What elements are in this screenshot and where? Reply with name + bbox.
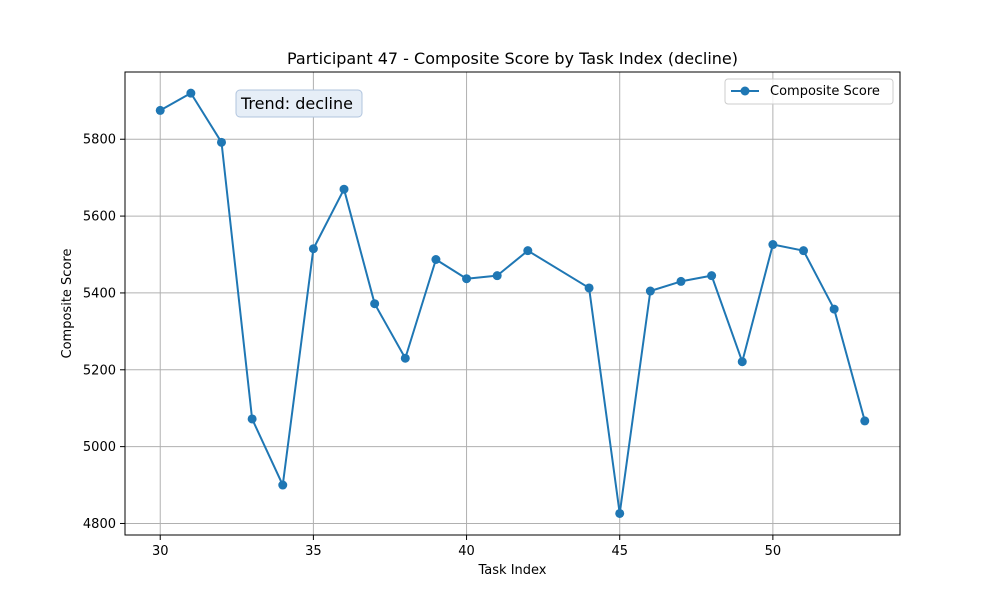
x-tick-label: 30: [152, 544, 169, 559]
chart-title: Participant 47 - Composite Score by Task…: [287, 49, 738, 68]
data-point: [615, 508, 625, 518]
grid: [125, 72, 900, 535]
data-point: [737, 357, 747, 367]
data-point: [860, 416, 870, 426]
data-point: [676, 276, 686, 286]
y-tick-label: 5000: [83, 440, 116, 455]
legend-marker-swatch: [740, 86, 750, 96]
data-point: [829, 304, 839, 314]
data-point: [799, 246, 809, 256]
data-point: [707, 271, 717, 281]
x-tick-label: 45: [611, 544, 628, 559]
data-point: [523, 246, 533, 256]
data-point: [339, 184, 349, 194]
data-point: [186, 88, 196, 98]
y-axis-label: Composite Score: [60, 249, 75, 359]
ticks: 30 35 40 45 50 4800 5000 5200 5400 5600 5800: [83, 133, 781, 559]
y-tick-label: 5800: [83, 133, 116, 148]
data-point: [370, 299, 380, 309]
data-point: [462, 274, 472, 284]
x-tick-label: 35: [305, 544, 322, 559]
x-axis-label: Task Index: [478, 563, 547, 578]
x-tick-label: 50: [765, 544, 782, 559]
y-tick-label: 5600: [83, 210, 116, 225]
legend: Composite Score: [724, 78, 894, 105]
data-point: [308, 244, 318, 254]
data-point: [155, 105, 165, 115]
data-point: [492, 271, 502, 281]
data-point: [768, 240, 778, 250]
data-point: [216, 137, 226, 147]
legend-entry-composite-score: Composite Score: [770, 84, 880, 99]
x-tick-label: 40: [458, 544, 475, 559]
plot-frame: [124, 71, 901, 536]
trend-annotation-text: Trend: decline: [240, 94, 353, 113]
trend-annotation: Trend: decline: [235, 89, 363, 118]
y-tick-label: 5400: [83, 286, 116, 301]
data-point: [247, 414, 257, 424]
y-tick-label: 5200: [83, 363, 116, 378]
series-layer: [155, 88, 870, 518]
data-point: [431, 255, 441, 265]
data-point: [400, 353, 410, 363]
y-tick-label: 4800: [83, 517, 116, 532]
legend-box: [724, 78, 894, 105]
data-point: [278, 480, 288, 490]
trend-annotation-box: [235, 89, 363, 118]
data-point: [645, 286, 655, 296]
data-point: [584, 283, 594, 293]
